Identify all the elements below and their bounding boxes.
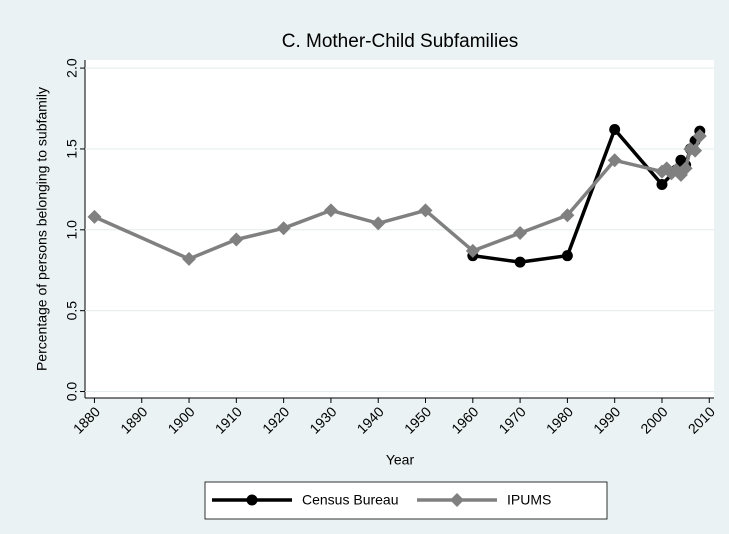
- marker: [323, 203, 338, 218]
- y-tick-label: 2.0: [64, 58, 80, 78]
- marker: [560, 208, 575, 223]
- chart-title: C. Mother-Child Subfamilies: [282, 31, 519, 52]
- marker: [87, 209, 102, 224]
- marker: [182, 251, 197, 266]
- marker: [609, 124, 621, 136]
- y-tick-label: 0.0: [64, 382, 80, 402]
- marker: [229, 232, 244, 247]
- marker: [607, 153, 622, 168]
- legend-label: Census Bureau: [302, 492, 399, 508]
- marker: [276, 221, 291, 236]
- marker: [688, 143, 703, 158]
- marker: [692, 129, 707, 144]
- marker: [656, 179, 668, 191]
- y-tick-label: 0.5: [64, 301, 80, 321]
- x-axis-label: Year: [386, 452, 415, 468]
- marker: [678, 161, 693, 176]
- y-tick-label: 1.5: [64, 139, 80, 159]
- marker: [514, 256, 526, 268]
- plot-area: [85, 60, 714, 398]
- marker: [513, 226, 528, 241]
- legend-label: IPUMS: [507, 492, 551, 508]
- marker: [561, 250, 573, 262]
- y-tick-label: 1.0: [64, 220, 80, 240]
- marker: [450, 493, 464, 507]
- marker: [418, 203, 433, 218]
- marker: [246, 494, 258, 506]
- marker: [465, 243, 480, 258]
- y-axis-label: Percentage of persons belonging to subfa…: [34, 87, 50, 371]
- marker: [371, 216, 386, 231]
